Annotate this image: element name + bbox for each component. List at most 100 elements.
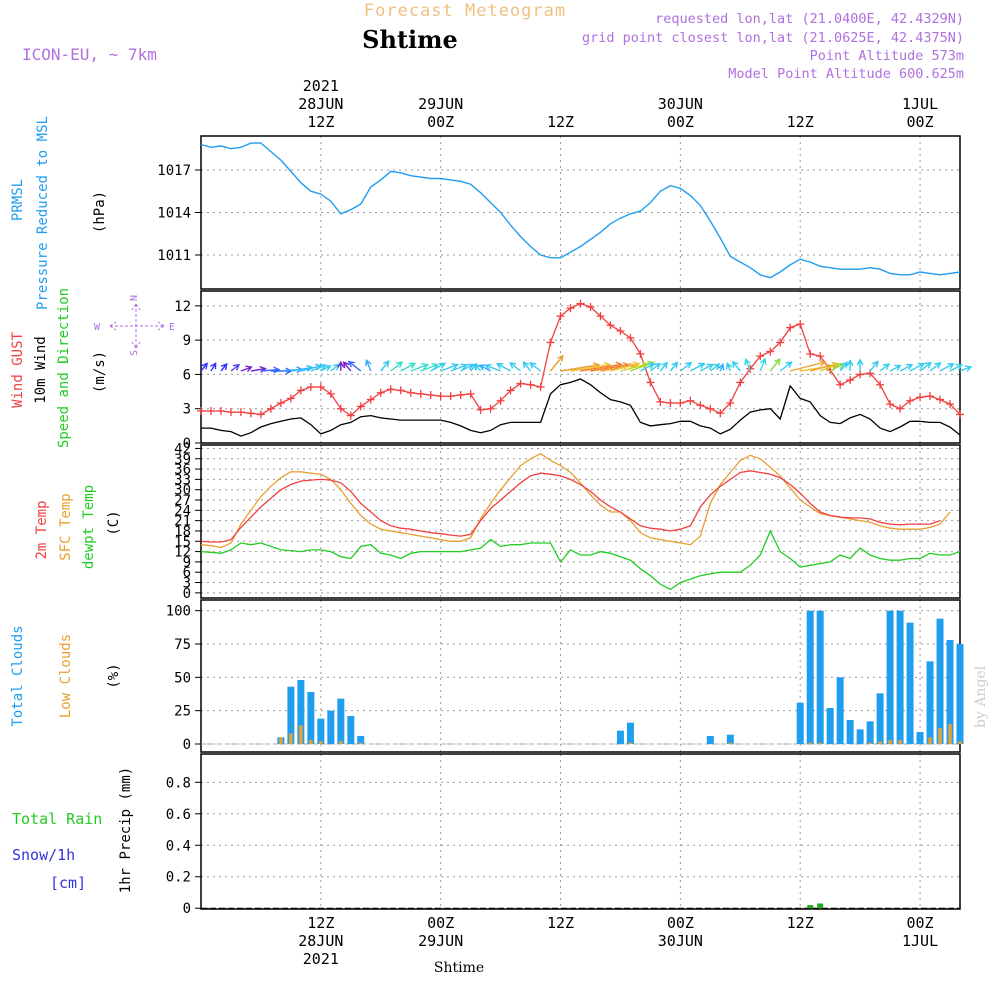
wind-arrow: [779, 361, 793, 372]
gust-marker: [856, 370, 865, 379]
gust-marker: [706, 404, 715, 413]
low-cloud-bar: [928, 737, 932, 744]
requested-coords: requested lon,lat (21.0400E, 42.4329N): [655, 11, 964, 27]
y-tick-label: 6: [183, 367, 191, 383]
clouds-panel: 0 25 50 75 100 Total Clouds Low Clouds (%): [10, 599, 964, 753]
gust-marker: [466, 389, 475, 398]
gust-marker: [606, 321, 615, 330]
pressure-panel: 1011 1014 1017 PRMSL Pressure Reduced to MSL…: [10, 116, 961, 310]
gust-marker: [576, 299, 585, 308]
bottom-time-label: 00Z: [427, 914, 454, 932]
total-cloud-bar: [826, 708, 834, 744]
gust-marker: [536, 383, 545, 391]
low-cloud-bar: [279, 737, 283, 744]
bottom-time-label: 12Z: [307, 914, 334, 932]
gust-marker: [596, 312, 605, 321]
total-cloud-bar: [866, 721, 874, 744]
gust-marker: [286, 394, 295, 403]
gust-marker: [197, 407, 205, 415]
low-cloud-bar: [808, 742, 812, 744]
y-tick-label: 3: [183, 402, 191, 418]
gust-marker: [906, 396, 915, 405]
gust-marker: [226, 408, 235, 417]
snow-label: Snow/1h: [12, 846, 75, 864]
low-cloud-bar: [958, 741, 962, 744]
wind-arrow: [846, 359, 854, 371]
wind-arrow: [690, 362, 706, 372]
wind-arrow: [679, 361, 693, 372]
y-tick-label: 27: [174, 493, 191, 509]
footer-station: Shtime: [434, 960, 484, 976]
y-tick-label: 24: [174, 503, 191, 519]
total-clouds-label: Total Clouds: [10, 625, 26, 726]
wind-arrow: [400, 362, 417, 372]
gust-marker: [446, 392, 455, 401]
wind-arrow: [699, 363, 714, 372]
gust-marker: [956, 410, 964, 419]
y-tick-label: 1011: [157, 248, 191, 264]
gust-marker: [206, 407, 215, 415]
y-tick-label: 12: [174, 545, 191, 561]
total-cloud-bar: [297, 680, 305, 744]
wind-arrow: [856, 358, 864, 371]
forecast-title: Forecast Meteogram: [364, 1, 566, 21]
total-cloud-bar: [796, 702, 804, 744]
gust-marker: [546, 338, 555, 347]
y-tick-label: 0.6: [166, 807, 191, 823]
pressure-label-2: Pressure Reduced to MSL: [35, 116, 51, 310]
gust-marker: [266, 404, 275, 413]
wind-arrow: [899, 363, 914, 372]
wind-arrow: [430, 362, 447, 372]
wind-arrow: [839, 361, 849, 372]
low-clouds-label: Low Clouds: [58, 634, 74, 718]
panel-frame: [200, 753, 961, 910]
top-time-label: 00Z: [907, 113, 934, 131]
gust-marker: [636, 349, 645, 358]
gust-marker: [646, 378, 655, 387]
wind-arrow: [509, 361, 522, 372]
gust-marker: [716, 409, 725, 418]
top-time-label: 1JUL: [902, 95, 938, 113]
y-tick-label: 0: [183, 436, 191, 452]
top-time-label: 12Z: [307, 113, 334, 131]
wind-arrow: [669, 361, 679, 372]
wind-arrow: [347, 360, 362, 372]
top-time-label: 12Z: [547, 113, 574, 131]
wind-arrow: [889, 364, 902, 372]
wind-unit: (m/s): [92, 351, 108, 393]
gust-marker: [566, 304, 575, 313]
bottom-time-label: 30JUN: [658, 932, 703, 950]
compass-rose: N S W E: [94, 295, 175, 356]
wind-arrow: [949, 363, 964, 372]
y-tick-label: 1017: [157, 163, 191, 179]
y-tick-label: 25: [174, 704, 191, 720]
wind-arrow: [909, 362, 926, 372]
gust-marker: [406, 388, 415, 397]
wind-arrow: [495, 363, 511, 372]
top-time-label: 28JUN: [298, 95, 343, 113]
gust-marker: [526, 380, 535, 389]
wind-arrow: [230, 363, 241, 372]
wind-arrow: [744, 358, 751, 372]
gust-marker: [816, 352, 825, 361]
wind-arrow: [440, 363, 459, 372]
wind-arrow: [869, 360, 879, 372]
precip-unit: 1hr Precip (mm): [118, 767, 134, 893]
compass-w: W: [94, 322, 101, 333]
y-tick-label: 0: [183, 901, 191, 917]
low-cloud-bar: [728, 742, 733, 744]
bottom-time-label: 12Z: [787, 914, 814, 932]
pressure-line: [200, 142, 961, 279]
top-time-label: 00Z: [427, 113, 454, 131]
gust-marker: [456, 391, 465, 399]
gust-marker: [736, 378, 745, 387]
wind-arrow: [200, 362, 209, 372]
total-cloud-bar: [926, 661, 934, 744]
gust-marker: [686, 396, 695, 405]
gust-marker: [276, 399, 285, 407]
total-cloud-bar: [327, 710, 335, 744]
wind-panel: 0 3 6 9 12 Wind GUST 10m Wind Speed and Directi…: [10, 288, 973, 452]
wind-gust-line: [201, 302, 961, 417]
total-rain-label: Total Rain: [12, 810, 102, 828]
